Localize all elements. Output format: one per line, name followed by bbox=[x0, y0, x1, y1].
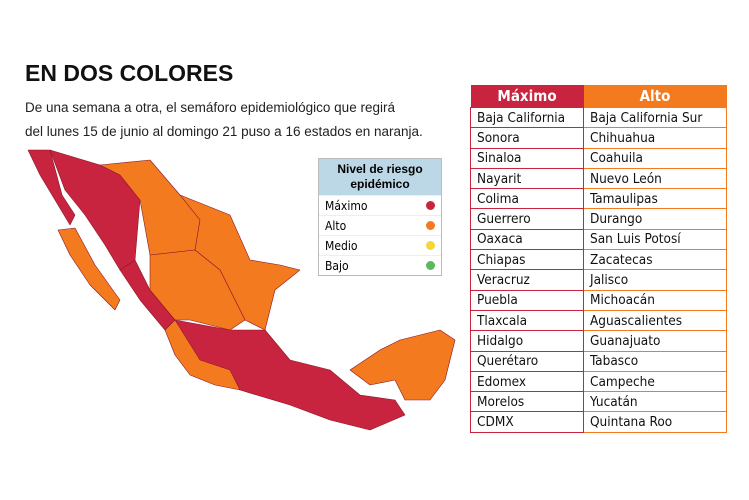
table-cell: Colima bbox=[470, 188, 584, 210]
legend-swatch bbox=[426, 201, 435, 210]
table-cell: Baja California bbox=[470, 106, 584, 129]
legend-swatch bbox=[426, 241, 435, 250]
state bbox=[179, 194, 301, 331]
table-cell: Oaxaca bbox=[470, 228, 584, 251]
table-cell: Zacatecas bbox=[583, 249, 727, 271]
table-cell: Tamaulipas bbox=[583, 188, 727, 210]
legend-label: Bajo bbox=[325, 258, 349, 273]
legend: Nivel de riesgo epidémico Máximo Alto Medi… bbox=[318, 158, 442, 276]
table-row: Nayarit Nuevo León bbox=[470, 167, 727, 190]
legend-item: Bajo bbox=[319, 255, 441, 275]
table-cell: Baja California Sur bbox=[583, 106, 727, 129]
table-row: Morelos Yucatán bbox=[470, 391, 727, 413]
table-cell: Chiapas bbox=[470, 249, 584, 271]
table-row: Guerrero Durango bbox=[470, 208, 727, 230]
table-cell: Guanajuato bbox=[583, 330, 727, 352]
subtitle: De una semana a otra, el semáforo epidem… bbox=[25, 100, 395, 115]
table-cell: Aguascalientes bbox=[583, 309, 727, 332]
table-cell: Tabasco bbox=[583, 350, 727, 372]
table-cell: Guerrero bbox=[470, 208, 584, 230]
table-row: Veracruz Jalisco bbox=[470, 269, 727, 291]
state bbox=[349, 329, 456, 401]
table-cell: Sonora bbox=[470, 127, 584, 149]
table-cell: Nuevo León bbox=[583, 167, 727, 190]
table-row: Hidalgo Guanajuato bbox=[470, 330, 727, 352]
table-cell: Hidalgo bbox=[470, 330, 584, 352]
table-cell: Campeche bbox=[583, 370, 727, 393]
table-row: Oaxaca San Luis Potosí bbox=[470, 228, 727, 251]
map bbox=[27, 149, 456, 431]
table-row: CDMX Quintana Roo bbox=[470, 411, 727, 433]
state bbox=[27, 149, 76, 226]
legend-item: Alto bbox=[319, 215, 441, 235]
table-cell: Morelos bbox=[470, 391, 584, 413]
column-header: Máximo bbox=[470, 85, 584, 108]
table-row: Sinaloa Coahuila bbox=[470, 147, 727, 169]
legend-title: Nivel de riesgo epidémico bbox=[319, 159, 441, 195]
subtitle: del lunes 15 de junio al domingo 21 puso… bbox=[25, 124, 423, 139]
table-cell: Durango bbox=[583, 208, 727, 230]
table-row: Tlaxcala Aguascalientes bbox=[470, 309, 727, 332]
table-cell: Tlaxcala bbox=[470, 309, 584, 332]
table-cell: Veracruz bbox=[470, 269, 584, 291]
table-cell: Yucatán bbox=[583, 391, 727, 413]
table: Máximo Alto Baja California Baja Californ… bbox=[470, 85, 727, 433]
legend-label: Alto bbox=[325, 218, 347, 233]
table-row: Querétaro Tabasco bbox=[470, 350, 727, 372]
table-cell: Jalisco bbox=[583, 269, 727, 291]
table-cell: CDMX bbox=[470, 411, 584, 433]
legend-item: Medio bbox=[319, 235, 441, 255]
table-row: Colima Tamaulipas bbox=[470, 188, 727, 210]
table-row: Baja California Baja California Sur bbox=[470, 106, 727, 129]
title: EN DOS COLORES bbox=[25, 60, 234, 86]
table-cell: Chihuahua bbox=[583, 127, 727, 149]
legend-label: Medio bbox=[325, 238, 358, 253]
table-cell: Quintana Roo bbox=[583, 411, 727, 433]
legend-item: Máximo bbox=[319, 195, 441, 215]
table-row: Sonora Chihuahua bbox=[470, 127, 727, 149]
table-row: Chiapas Zacatecas bbox=[470, 249, 727, 271]
table-cell: Michoacán bbox=[583, 289, 727, 311]
table-row: Puebla Michoacán bbox=[470, 289, 727, 311]
state bbox=[57, 227, 121, 311]
legend-swatch bbox=[426, 261, 435, 270]
table-row: Edomex Campeche bbox=[470, 370, 727, 393]
table-cell: Querétaro bbox=[470, 350, 584, 372]
table-cell: Puebla bbox=[470, 289, 584, 311]
legend-label: Máximo bbox=[325, 198, 368, 213]
table-cell: Nayarit bbox=[470, 167, 584, 190]
table-cell: Edomex bbox=[470, 370, 584, 393]
table-cell: San Luis Potosí bbox=[583, 228, 727, 251]
column-header: Alto bbox=[583, 85, 727, 108]
table-cell: Coahuila bbox=[583, 147, 727, 169]
legend-swatch bbox=[426, 221, 435, 230]
state bbox=[164, 319, 241, 391]
table-cell: Sinaloa bbox=[470, 147, 584, 169]
